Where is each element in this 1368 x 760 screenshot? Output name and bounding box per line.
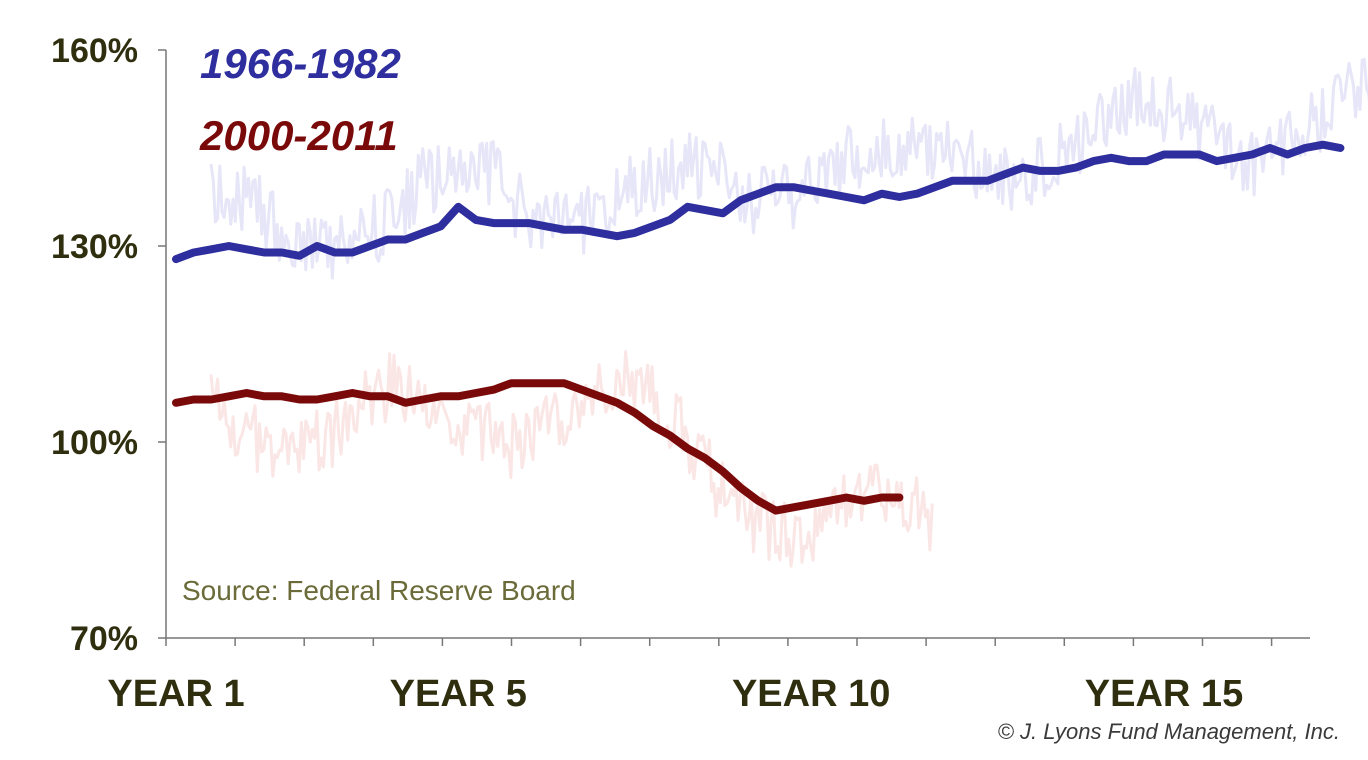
y-tick-label: 70% — [70, 620, 138, 658]
y-tick-label: 100% — [51, 424, 138, 462]
legend-label-1966-1982: 1966-1982 — [200, 40, 401, 87]
y-ticks: 160% 130% 100% 70% — [51, 32, 166, 658]
series-line-1966-1982 — [172, 140, 1345, 264]
x-ticks: YEAR 1 YEAR 5 YEAR 10 YEAR 15 — [107, 638, 1273, 715]
y-tick-label: 160% — [51, 32, 138, 70]
x-tick-label: YEAR 10 — [732, 673, 890, 715]
axes — [165, 50, 1310, 639]
legend-label-2000-2011: 2000-2011 — [199, 112, 398, 159]
copyright-footer: © J. Lyons Fund Management, Inc. — [998, 719, 1340, 744]
background-detail-layer — [209, 57, 1368, 568]
series-layer — [172, 140, 1345, 515]
x-tick-label: YEAR 1 — [107, 673, 244, 715]
y-tick-label: 130% — [51, 228, 138, 266]
x-tick-label: YEAR 15 — [1085, 673, 1243, 715]
faint-detail-trace-2000-2011 — [209, 350, 934, 568]
x-tick-label: YEAR 5 — [390, 673, 527, 715]
series-line-2000-2011 — [172, 379, 904, 515]
faint-detail-trace-1966-1982 — [209, 57, 1368, 280]
source-annotation: Source: Federal Reserve Board — [182, 575, 576, 606]
